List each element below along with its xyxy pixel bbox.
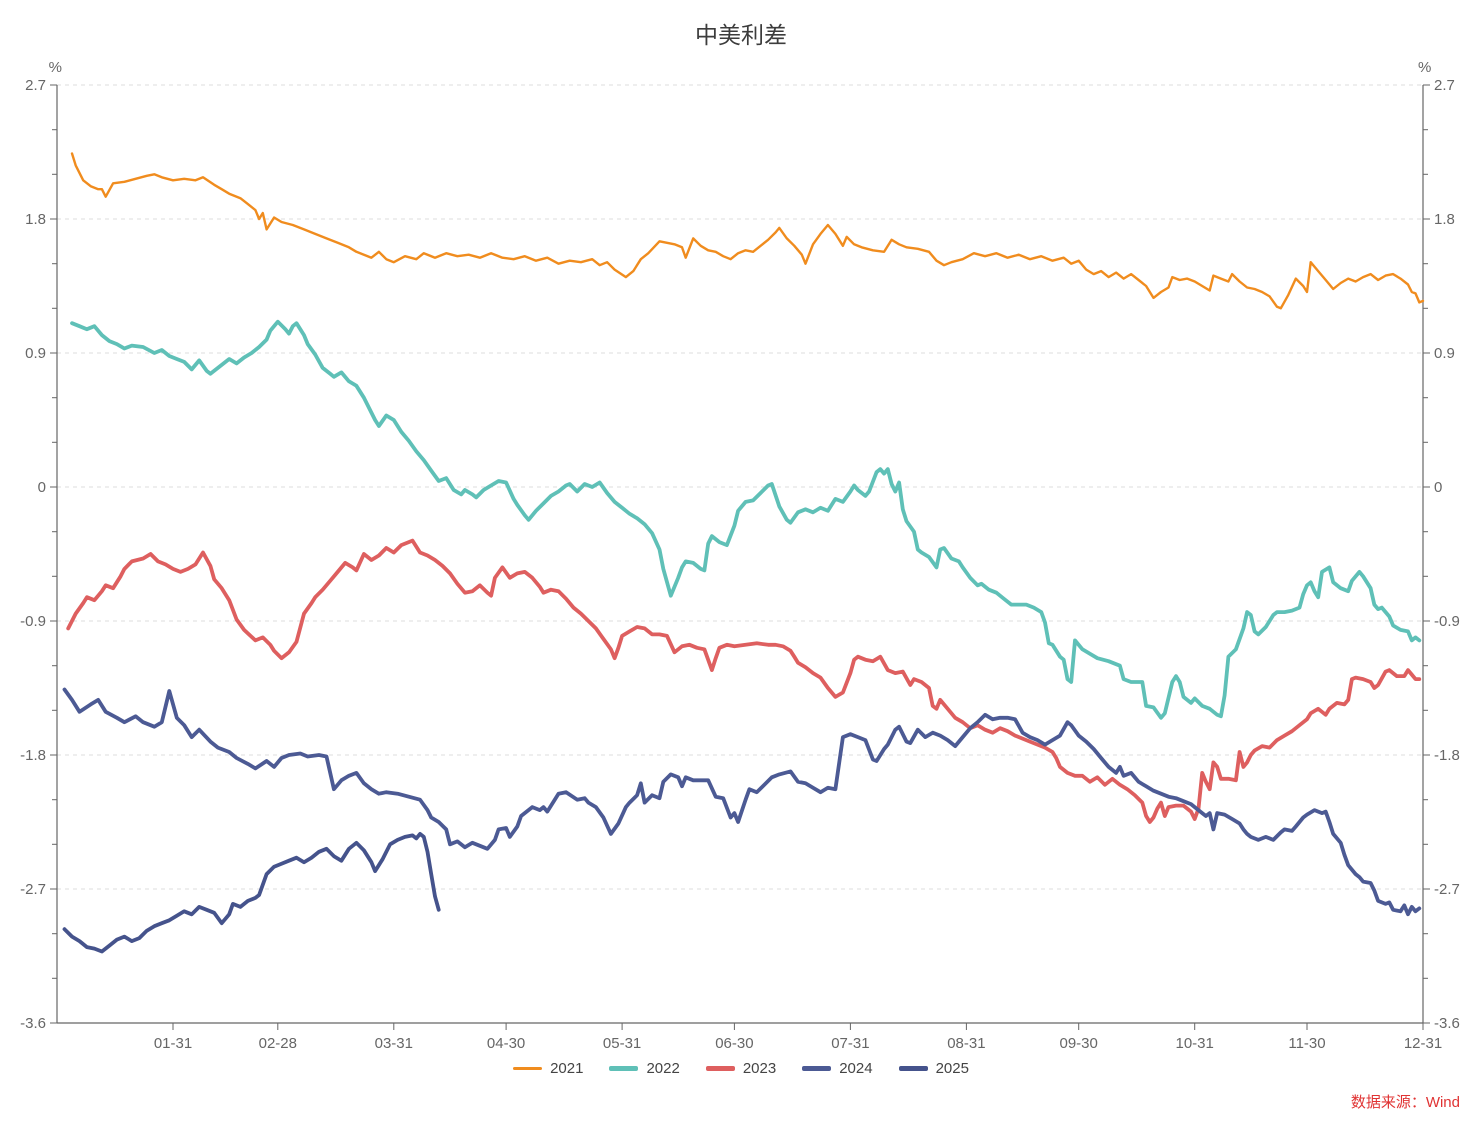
legend-label-2022: 2022	[646, 1060, 680, 1077]
x-axis-label: 12-31	[1404, 1035, 1442, 1052]
y-axis-label-right: -1.8	[1434, 747, 1460, 764]
series-line-2021	[70, 152, 1425, 310]
legend-swatch-2025	[898, 1066, 928, 1071]
series-line-2022	[70, 319, 1422, 720]
legend-label-2021: 2021	[550, 1060, 584, 1077]
source-note: 数据来源：Wind	[1350, 1094, 1460, 1111]
y-axis-label-right: 0	[1434, 479, 1442, 496]
legend-item-2024[interactable]: 2024	[802, 1060, 873, 1077]
series-line-2025	[62, 832, 441, 954]
chart-title: 中美利差	[695, 22, 787, 48]
y-axis-label-left: -3.6	[20, 1015, 46, 1032]
y-axis-label-left: -2.7	[20, 881, 46, 898]
x-axis-label: 09-30	[1060, 1035, 1098, 1052]
y-axis-unit-left: %	[49, 59, 62, 76]
y-axis-label-left: -0.9	[20, 613, 46, 630]
x-axis-label: 05-31	[603, 1035, 641, 1052]
y-axis-label-left: 2.7	[25, 77, 46, 94]
x-axis-label: 04-30	[487, 1035, 525, 1052]
y-axis-label-right: 2.7	[1434, 77, 1455, 94]
legend-label-2023: 2023	[742, 1060, 777, 1077]
x-axis-label: 10-31	[1176, 1035, 1214, 1052]
y-axis-label-right: 1.8	[1434, 211, 1455, 228]
x-axis-label: 03-31	[375, 1035, 413, 1052]
legend-swatch-2022	[609, 1066, 639, 1071]
y-axis-label-right: 0.9	[1434, 345, 1455, 362]
legend-item-2021[interactable]: 2021	[513, 1060, 583, 1077]
x-axis-label: 08-31	[947, 1035, 985, 1052]
y-axis-label-right: -2.7	[1434, 881, 1460, 898]
y-axis-label-left: 1.8	[25, 211, 46, 228]
legend-item-2022[interactable]: 2022	[609, 1060, 680, 1077]
x-axis-label: 06-30	[715, 1035, 753, 1052]
y-axis-unit-right: %	[1418, 59, 1431, 76]
y-axis-label-left: -1.8	[20, 747, 46, 764]
y-axis-label-left: 0.9	[25, 345, 46, 362]
y-axis-label-right: -3.6	[1434, 1015, 1460, 1032]
legend: 2021 2022 2023 2024 2025	[0, 1060, 1482, 1077]
legend-label-2024: 2024	[839, 1060, 873, 1077]
series-line-2024	[62, 687, 1422, 917]
legend-item-2023[interactable]: 2023	[705, 1060, 777, 1077]
legend-swatch-2023	[705, 1066, 735, 1071]
legend-label-2025: 2025	[935, 1060, 969, 1077]
x-axis-label: 11-30	[1288, 1035, 1325, 1052]
y-axis-label-left: 0	[38, 479, 46, 496]
series-line-2023	[66, 538, 1422, 824]
legend-swatch-2024	[802, 1066, 832, 1071]
y-axis-label-right: -0.9	[1434, 613, 1460, 630]
x-axis-label: 02-28	[259, 1035, 297, 1052]
x-axis-label: 07-31	[831, 1035, 869, 1052]
legend-swatch-2021	[513, 1067, 543, 1070]
x-axis-label: 01-31	[154, 1035, 192, 1052]
legend-item-2025[interactable]: 2025	[898, 1060, 969, 1077]
